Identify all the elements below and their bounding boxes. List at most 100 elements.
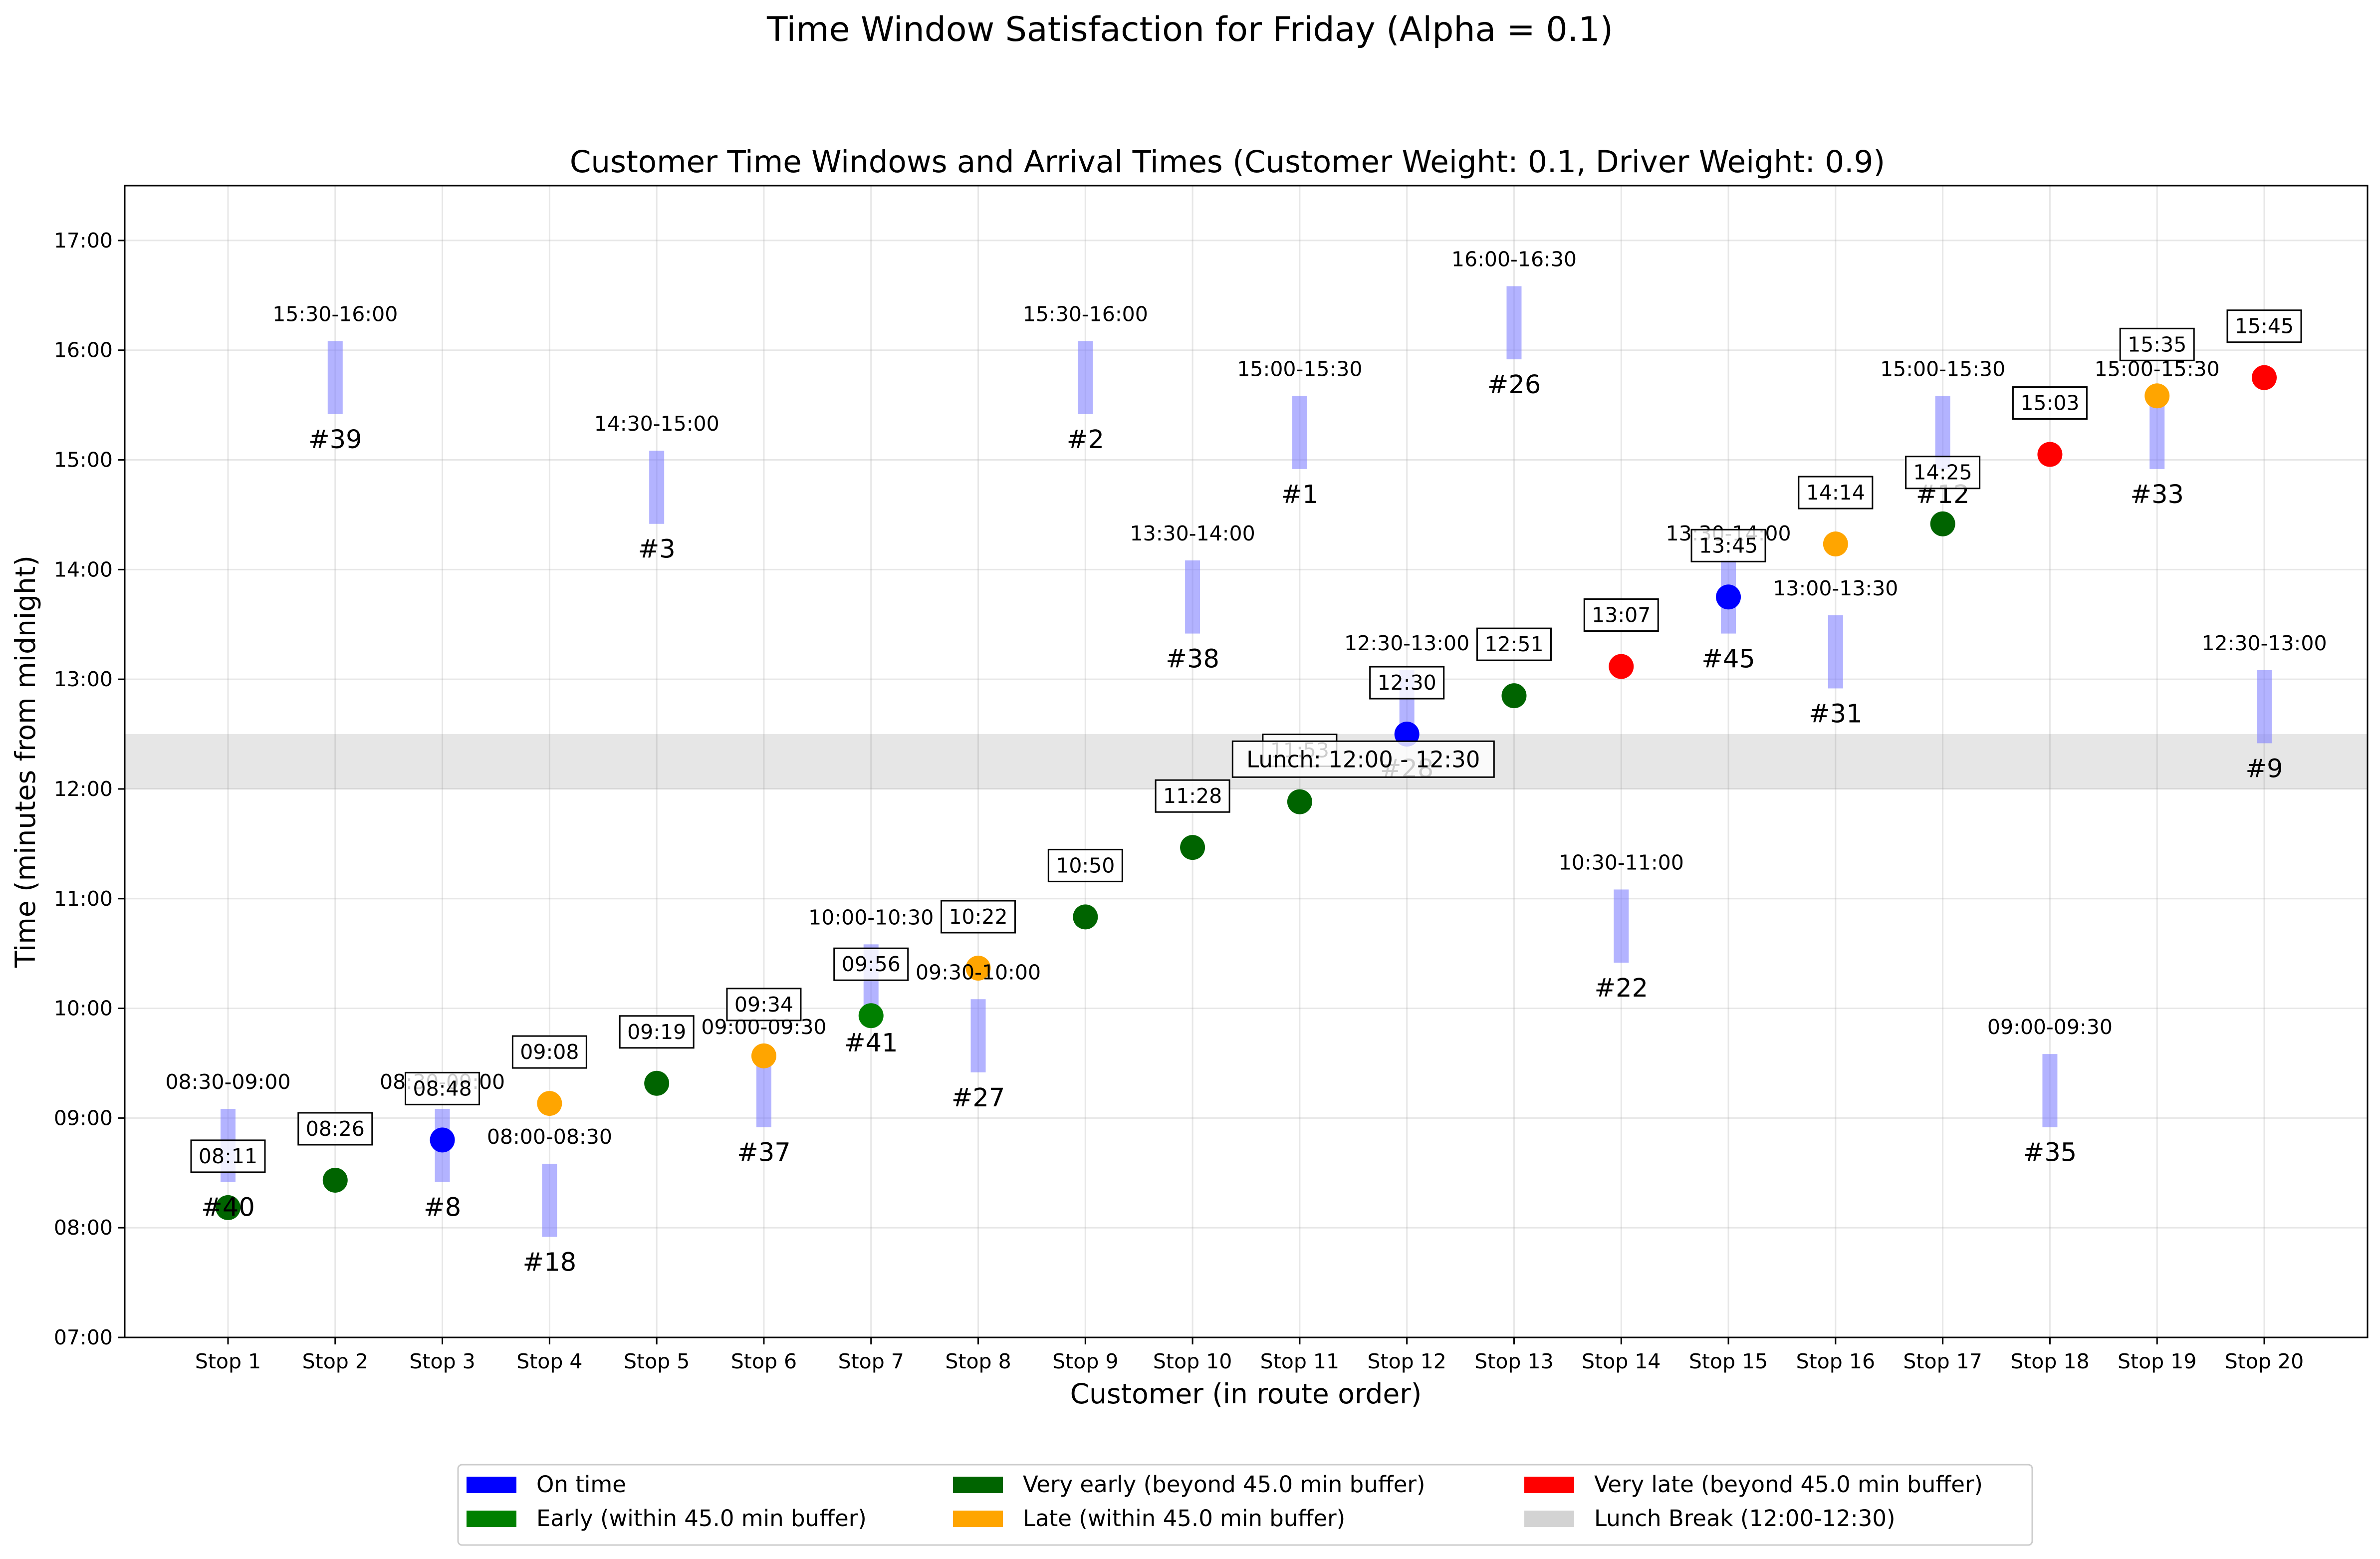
arrival-time-text: 08:11 <box>199 1144 257 1168</box>
x-tick-label: Stop 8 <box>945 1349 1011 1373</box>
legend-label: Late (within 45.0 min buffer) <box>1023 1505 1345 1532</box>
time-window-label: 15:00-15:30 <box>1237 357 1362 381</box>
arrival-point <box>537 1091 562 1116</box>
arrival-time-text: 13:45 <box>1699 533 1758 557</box>
time-window-bar <box>1828 615 1843 689</box>
arrival-label-box <box>726 988 802 1022</box>
time-window-bar <box>1078 341 1093 414</box>
annotations: 08:30-09:00#4015:30-16:00#3908:30-09:00#… <box>165 247 2327 1277</box>
arrival-time-label: 14:25 <box>1905 456 1981 490</box>
x-tick-label: Stop 20 <box>2225 1349 2304 1373</box>
arrival-time-text: 15:03 <box>2020 391 2079 415</box>
customer-id-label: #3 <box>638 535 676 564</box>
customer-id-label: #35 <box>2023 1138 2077 1168</box>
legend-swatch <box>953 1477 1003 1493</box>
arrival-point <box>2144 383 2170 409</box>
arrival-time-text: 10:50 <box>1056 853 1115 877</box>
arrival-label-box <box>511 1035 587 1069</box>
arrival-point <box>216 1195 240 1220</box>
time-window-label: 12:30-13:00 <box>1344 631 1469 655</box>
chart-title: Customer Time Windows and Arrival Times … <box>570 144 1885 180</box>
arrival-time-text: 14:25 <box>1913 461 1972 485</box>
time-window-label: 16:00-16:30 <box>1451 247 1577 271</box>
time-window-label: 09:00-09:30 <box>1987 1015 2113 1039</box>
arrival-label-box <box>1583 598 1659 632</box>
arrival-time-label: 15:03 <box>2012 386 2088 420</box>
arrival-time-text: 11:28 <box>1163 784 1222 808</box>
customer-id-label: #26 <box>1487 370 1541 400</box>
y-tick-label: 07:00 <box>54 1325 113 1349</box>
arrival-time-text: 09:56 <box>842 952 901 976</box>
y-tick-label: 13:00 <box>54 667 113 691</box>
time-window-bar <box>1614 889 1629 963</box>
customer-id-label: #2 <box>1067 425 1104 455</box>
legend-swatch <box>1524 1511 1574 1527</box>
arrival-point <box>1609 654 1634 679</box>
time-window-bar <box>2042 1054 2058 1127</box>
arrival-point <box>2037 442 2063 467</box>
time-window-label: 15:30-16:00 <box>1023 302 1148 326</box>
x-tick-label: Stop 7 <box>838 1349 904 1373</box>
customer-id-label: #38 <box>1166 645 1219 674</box>
time-window-bars <box>221 286 2272 1237</box>
arrival-time-label: 14:14 <box>1798 476 1874 510</box>
time-window-bar <box>2257 670 2272 744</box>
customer-id-label: #27 <box>952 1083 1005 1113</box>
lunch-label-text: Lunch: 12:00 - 12:30 <box>1246 746 1480 773</box>
time-window-bar <box>1185 560 1200 634</box>
time-window-label: 15:00-15:30 <box>1880 357 2005 381</box>
arrival-point <box>1394 722 1420 747</box>
y-tick-label: 10:00 <box>54 997 113 1021</box>
arrival-time-text: 08:26 <box>306 1117 365 1141</box>
x-tick-label: Stop 3 <box>409 1349 475 1373</box>
legend-box <box>457 1464 2033 1546</box>
x-tick-label: Stop 13 <box>1474 1349 1553 1373</box>
time-window-label: 10:00-10:30 <box>808 905 934 929</box>
arrival-time-text: 15:45 <box>2235 314 2294 338</box>
time-window-label: 09:30-10:00 <box>916 960 1041 984</box>
y-tick-label: 09:00 <box>54 1106 113 1130</box>
customer-id-label: #33 <box>2130 480 2184 510</box>
x-tick-label: Stop 9 <box>1052 1349 1118 1373</box>
arrival-point <box>322 1167 348 1193</box>
arrival-time-text: 15:35 <box>2128 332 2186 356</box>
x-tick-label: Stop 11 <box>1260 1349 1339 1373</box>
arrival-time-label: 10:22 <box>941 900 1016 934</box>
legend-item-early: Early (within 45.0 min buffer) <box>467 1505 867 1532</box>
time-window-label: 08:30-09:00 <box>165 1070 290 1094</box>
arrival-label-box <box>1369 666 1445 700</box>
x-tick-label: Stop 5 <box>624 1349 690 1373</box>
legend-item-on-time: On time <box>467 1471 626 1498</box>
arrival-time-label: 15:45 <box>2226 309 2302 343</box>
arrival-time-label: 09:34 <box>726 988 802 1022</box>
x-tick-label: Stop 1 <box>195 1349 261 1373</box>
arrival-time-label: 08:26 <box>297 1112 373 1146</box>
customer-id-label: #18 <box>523 1248 577 1278</box>
arrival-label-box <box>297 1112 373 1146</box>
arrival-time-label: 10:50 <box>1047 848 1123 882</box>
arrival-label-box <box>190 1139 266 1173</box>
arrival-time-text: 09:34 <box>734 993 793 1017</box>
arrival-point <box>751 1043 776 1068</box>
arrival-time-label: 15:35 <box>2119 327 2195 361</box>
y-tick-label: 17:00 <box>54 229 113 253</box>
axes: 07:00 08:00 09:00 10:00 11:00 12:00 13:00 14:00… <box>54 229 2304 1373</box>
legend-item-very-early: Very early (beyond 45.0 min buffer) <box>953 1471 1425 1498</box>
customer-id-label: #41 <box>844 1029 898 1058</box>
y-tick-label: 11:00 <box>54 887 113 911</box>
x-tick-label: Stop 10 <box>1153 1349 1232 1373</box>
arrival-point <box>1930 511 1955 536</box>
y-tick-label: 08:00 <box>54 1216 113 1240</box>
y-tick-label: 15:00 <box>54 448 113 472</box>
arrival-time-text: 09:08 <box>520 1040 579 1064</box>
legend-swatch <box>467 1477 516 1493</box>
arrival-time-text: 14:14 <box>1806 481 1865 505</box>
arrival-label-box <box>833 947 909 981</box>
arrival-point <box>858 1003 884 1029</box>
x-tick-label: Stop 17 <box>1903 1349 1982 1373</box>
arrival-time-text: 12:51 <box>1484 632 1543 656</box>
time-window-bar <box>542 1163 557 1237</box>
arrival-label-box <box>1476 627 1552 661</box>
x-tick-label: Stop 15 <box>1689 1349 1768 1373</box>
